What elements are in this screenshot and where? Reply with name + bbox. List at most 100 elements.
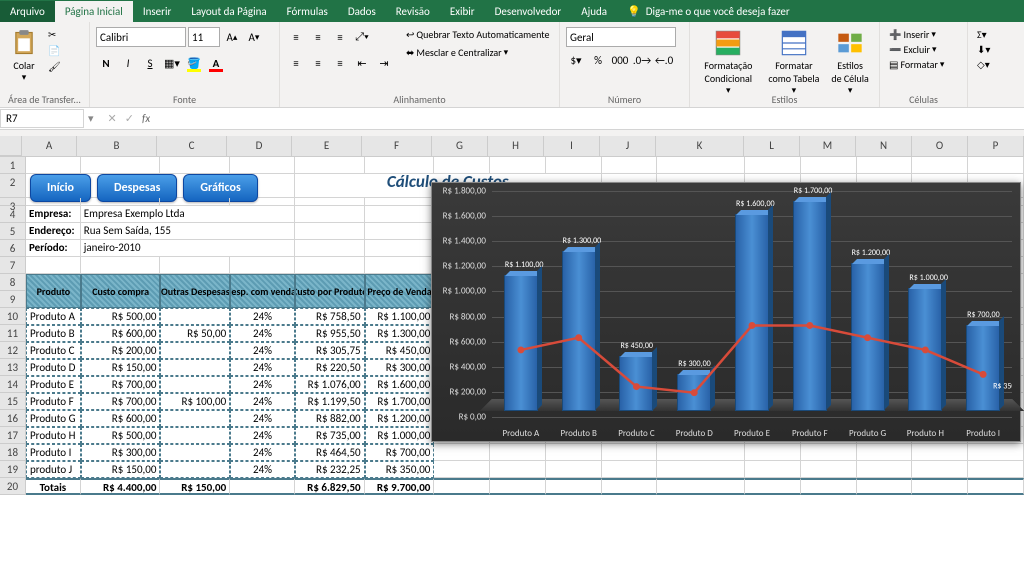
cell[interactable] xyxy=(160,444,230,461)
tellme-search[interactable]: 💡Diga-me o que você deseja fazer xyxy=(627,5,790,18)
cell[interactable]: produto J xyxy=(26,461,81,478)
cell[interactable]: 24% xyxy=(230,393,295,410)
cell[interactable] xyxy=(160,427,230,444)
cell[interactable]: R$ 100,00 xyxy=(160,393,230,410)
cell[interactable] xyxy=(602,461,658,478)
currency-button[interactable]: $▾ xyxy=(566,50,586,70)
cell[interactable] xyxy=(968,157,1024,174)
col-header[interactable]: P xyxy=(968,136,1024,156)
cell[interactable] xyxy=(160,257,230,274)
orientation-button[interactable]: ⤢▾ xyxy=(352,27,372,47)
cell[interactable] xyxy=(160,359,230,376)
cell[interactable]: R$ 6.829,50 xyxy=(295,478,365,495)
cell[interactable]: 24% xyxy=(230,444,295,461)
cell[interactable]: R$ 200,00 xyxy=(81,342,161,359)
cell[interactable] xyxy=(857,478,913,495)
cell[interactable] xyxy=(801,157,857,174)
cell[interactable]: 24% xyxy=(230,461,295,478)
row-header[interactable]: 13 xyxy=(0,359,26,376)
cell[interactable]: R$ 350,00 xyxy=(365,461,435,478)
cell[interactable]: R$ 1.300,00 xyxy=(365,325,435,342)
cell[interactable]: 24% xyxy=(230,376,295,393)
row-header[interactable]: 3 xyxy=(0,198,26,206)
format-cells-button[interactable]: ▤ Formatar ▾ xyxy=(886,57,947,72)
col-header[interactable]: G xyxy=(432,136,488,156)
cell[interactable] xyxy=(365,257,435,274)
thousands-button[interactable]: 000 xyxy=(610,50,630,70)
cell[interactable]: Produto H xyxy=(26,427,81,444)
col-header[interactable]: L xyxy=(744,136,800,156)
row-header[interactable]: 15 xyxy=(0,393,26,410)
cell[interactable]: R$ 700,00 xyxy=(365,444,435,461)
cell[interactable]: R$ 758,50 xyxy=(295,308,365,325)
cell[interactable] xyxy=(968,478,1024,495)
cell[interactable] xyxy=(434,478,490,495)
cell[interactable]: R$ 450,00 xyxy=(365,342,435,359)
indent-inc-button[interactable]: ⇥ xyxy=(374,53,394,73)
percent-button[interactable]: % xyxy=(588,50,608,70)
row-header[interactable]: 11 xyxy=(0,325,26,342)
cell[interactable] xyxy=(81,257,161,274)
cell[interactable]: R$ 150,00 xyxy=(160,478,230,495)
cell[interactable]: Produto I xyxy=(26,444,81,461)
cell[interactable] xyxy=(546,461,602,478)
cell[interactable]: R$ 300,00 xyxy=(81,444,161,461)
cell[interactable] xyxy=(365,198,435,206)
cell[interactable] xyxy=(230,157,295,174)
name-box[interactable] xyxy=(0,109,84,128)
cell[interactable] xyxy=(745,444,801,461)
col-header[interactable]: I xyxy=(544,136,600,156)
cell[interactable]: Período: xyxy=(26,240,81,257)
cell[interactable] xyxy=(912,444,968,461)
cell[interactable] xyxy=(912,478,968,495)
cell[interactable]: Produto D xyxy=(26,359,81,376)
cell[interactable] xyxy=(657,478,745,495)
tab-insert[interactable]: Inserir xyxy=(133,1,182,22)
cell[interactable]: Produto C xyxy=(26,342,81,359)
tab-data[interactable]: Dados xyxy=(338,1,386,22)
cell[interactable] xyxy=(546,444,602,461)
cell[interactable]: Totais xyxy=(26,478,81,495)
col-header[interactable]: C xyxy=(157,136,227,156)
font-name-select[interactable] xyxy=(96,27,186,47)
cell[interactable]: Produto F xyxy=(26,393,81,410)
cell[interactable] xyxy=(657,461,745,478)
tab-formulas[interactable]: Fórmulas xyxy=(277,1,338,22)
cell[interactable] xyxy=(230,198,295,206)
cell-styles-button[interactable]: Estilos de Célula▾ xyxy=(827,27,873,98)
cell[interactable] xyxy=(602,444,658,461)
fill-button[interactable]: ⬇▾ xyxy=(974,42,993,57)
cell[interactable]: R$ 1.600,00 xyxy=(365,376,435,393)
tab-view[interactable]: Exibir xyxy=(440,1,485,22)
cell[interactable] xyxy=(657,444,745,461)
col-header[interactable]: D xyxy=(227,136,292,156)
cell[interactable]: R$ 220,50 xyxy=(295,359,365,376)
cell[interactable] xyxy=(230,257,295,274)
select-all-corner[interactable] xyxy=(0,136,22,156)
tab-layout[interactable]: Layout da Página xyxy=(181,1,276,22)
row-header[interactable]: 14 xyxy=(0,376,26,393)
cell[interactable]: R$ 150,00 xyxy=(81,461,161,478)
align-middle-button[interactable]: ≡ xyxy=(308,27,328,47)
cell[interactable]: Produto B xyxy=(26,325,81,342)
increase-font-button[interactable]: A▴ xyxy=(222,27,242,47)
cell[interactable]: R$ 500,00 xyxy=(81,427,161,444)
cell[interactable] xyxy=(857,461,913,478)
cell[interactable]: R$ 1.100,00 xyxy=(365,308,435,325)
font-color-button[interactable]: A xyxy=(206,53,226,73)
row-header[interactable]: 10 xyxy=(0,308,26,325)
cell[interactable] xyxy=(26,198,81,206)
cell[interactable] xyxy=(295,240,365,257)
col-header[interactable]: A xyxy=(22,136,77,156)
cell[interactable] xyxy=(602,157,658,174)
cell[interactable] xyxy=(657,157,745,174)
cut-button[interactable]: ✂ xyxy=(45,27,64,42)
cell[interactable]: R$ 4.400,00 xyxy=(81,478,161,495)
cell[interactable] xyxy=(295,223,365,240)
cell[interactable] xyxy=(26,257,81,274)
number-format-select[interactable] xyxy=(566,27,676,47)
col-header[interactable]: K xyxy=(656,136,744,156)
cell[interactable] xyxy=(602,478,658,495)
cell[interactable] xyxy=(81,198,161,206)
row-header[interactable]: 16 xyxy=(0,410,26,427)
